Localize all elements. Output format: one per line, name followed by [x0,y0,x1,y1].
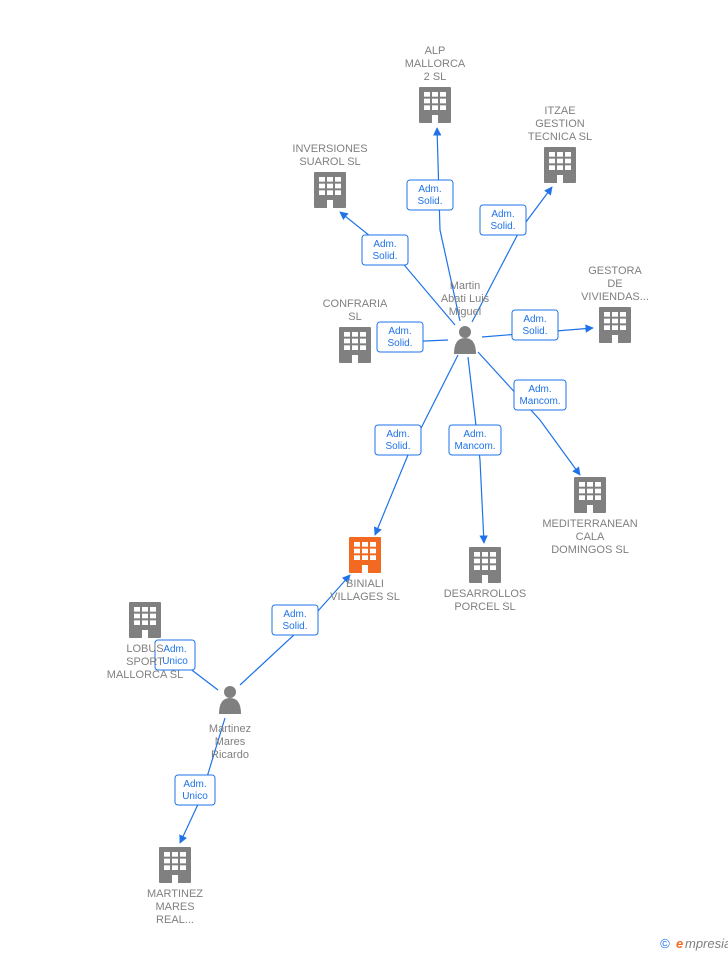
node-label: DESARROLLOS [444,588,527,600]
node-label: Ricardo [211,749,249,761]
node-label: PORCEL SL [454,601,515,613]
edge-label: Adm.Solid. [375,425,421,455]
node-label: CALA [576,531,605,543]
edge-label-text: Adm. [283,609,306,620]
edge-label-text: Mancom. [519,396,560,407]
node-label: REAL... [156,914,194,926]
edge-label: Adm.Solid. [377,322,423,352]
watermark-text: mpresia [685,936,728,951]
edge-label-text: Mancom. [454,441,495,452]
node-label: VIVIENDAS... [581,291,649,303]
edge-label-text: Adm. [183,779,206,790]
edge-label-text: Adm. [388,326,411,337]
edge [478,352,580,475]
edge-label-text: Solid. [372,251,397,262]
edge-label-text: Solid. [282,621,307,632]
edge-label: Adm.Solid. [362,235,408,265]
node-label: DE [607,278,622,290]
node-label: ITZAE [544,105,575,117]
node-label: GESTION [535,118,585,130]
node-label: SL [348,311,361,323]
watermark: © empresia [660,936,728,951]
node-itzae: ITZAEGESTIONTECNICA SL [528,105,592,183]
edge-label-text: Unico [182,791,208,802]
watermark-copyright: © [660,936,670,951]
watermark-e: e [676,936,683,951]
node-label: ALP [425,45,446,57]
node-label: MARES [155,901,194,913]
edge-label: Adm.Unico [175,775,215,805]
node-label: Martinez [209,723,251,735]
edge-label: Adm.Solid. [407,180,453,210]
node-label: TECNICA SL [528,131,592,143]
node-label: Miguel [449,306,481,318]
node-mmreal: MARTINEZMARESREAL... [147,847,203,926]
edge-label-text: Unico [162,656,188,667]
node-label: SPORT [126,656,164,668]
node-alp: ALPMALLORCA2 SL [405,45,466,123]
node-label: BINIALI [346,578,384,590]
node-label: DOMINGOS SL [551,544,629,556]
node-label: Mares [215,736,246,748]
node-desarrollos: DESARROLLOSPORCEL SL [444,547,527,613]
node-martin: MartinAbati LuisMiguel [441,280,490,354]
edge-label: Adm.Solid. [512,310,558,340]
node-label: LOBUS [126,643,163,655]
edge-label-text: Solid. [417,196,442,207]
node-label: MALLORCA SL [107,669,183,681]
edge-label-text: Adm. [528,384,551,395]
node-label: CONFRARIA [323,298,388,310]
edge-label: Adm.Mancom. [514,380,566,410]
edge-label-text: Solid. [490,221,515,232]
node-label: VILLAGES SL [330,591,400,603]
node-label: INVERSIONES [292,143,367,155]
edge-label: Adm.Solid. [272,605,318,635]
node-label: MALLORCA [405,58,466,70]
node-label: 2 SL [424,71,447,83]
edge-label-text: Adm. [373,239,396,250]
edge-label: Adm.Mancom. [449,425,501,455]
edge-label-text: Adm. [463,429,486,440]
edge-label-text: Adm. [523,314,546,325]
node-label: MARTINEZ [147,888,203,900]
node-label: SUAROL SL [299,156,360,168]
node-gestora: GESTORADEVIVIENDAS... [581,265,649,343]
node-label: Martin [450,280,481,292]
node-martinez: MartinezMaresRicardo [209,686,251,761]
edge-label-text: Adm. [491,209,514,220]
edge-label-text: Solid. [385,441,410,452]
node-label: GESTORA [588,265,642,277]
node-inversiones: INVERSIONESSUAROL SL [292,143,367,208]
node-biniali: BINIALIVILLAGES SL [330,537,400,603]
edge-label-text: Solid. [387,338,412,349]
edge-label-text: Adm. [386,429,409,440]
edge-label-text: Solid. [522,326,547,337]
edge-label-text: Adm. [163,644,186,655]
node-label: Abati Luis [441,293,490,305]
node-mediterranean: MEDITERRANEANCALADOMINGOS SL [542,477,637,556]
edge-label: Adm.Solid. [480,205,526,235]
node-label: MEDITERRANEAN [542,518,637,530]
edge-label-text: Adm. [418,184,441,195]
